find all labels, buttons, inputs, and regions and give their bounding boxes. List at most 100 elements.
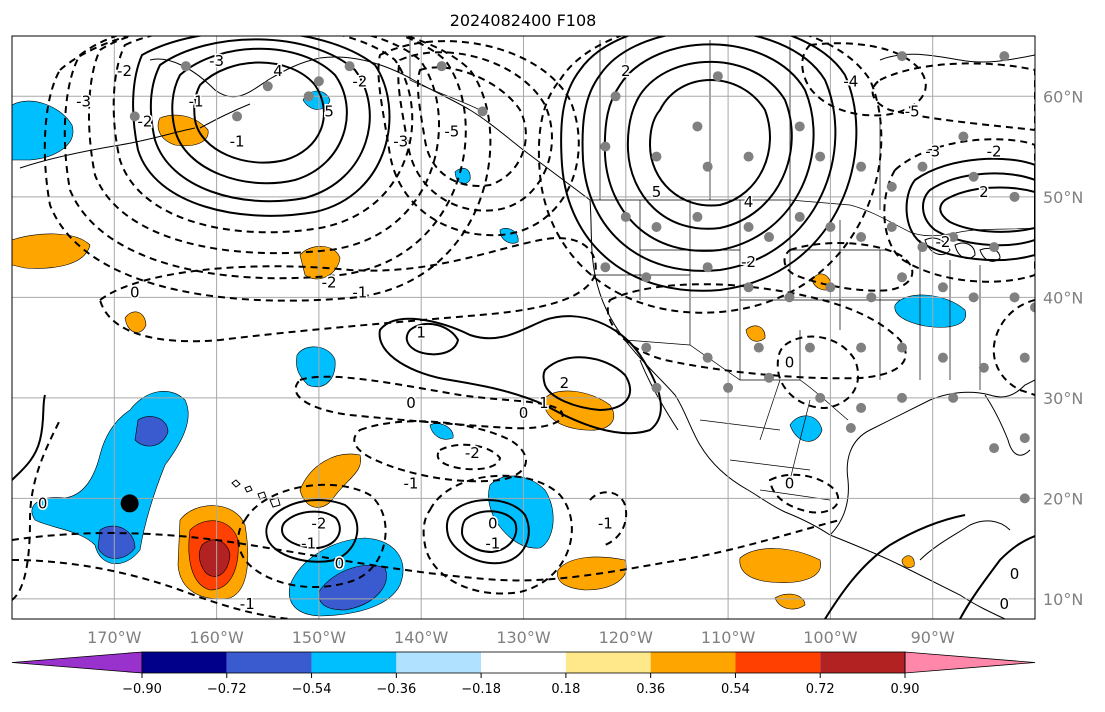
station-dot [815, 151, 826, 162]
colorbar-segments [11, 651, 1036, 674]
station-dot [753, 342, 764, 353]
negative-contour [992, 299, 1035, 396]
positive-contour [171, 47, 348, 185]
station-dot [344, 61, 355, 72]
station-dot [641, 272, 652, 283]
station-dot [702, 161, 713, 172]
graticule [12, 36, 1035, 619]
station-dot [303, 91, 314, 102]
colorbar-tick-label: 0.18 [551, 682, 580, 697]
station-dot [897, 272, 908, 283]
contour-label: -3 [925, 143, 940, 161]
station-dot [1009, 191, 1020, 202]
contour-lines [12, 36, 1035, 619]
station-dot [886, 221, 897, 232]
station-dot [856, 342, 867, 353]
positive-anomaly-patch [901, 555, 915, 568]
colorbar-tick-label: 0.54 [721, 682, 750, 697]
observation-stations [129, 51, 1035, 504]
station-dot [856, 232, 867, 243]
contour-label: 2 [979, 183, 989, 201]
station-dot [712, 71, 723, 82]
station-dot [702, 262, 713, 273]
contour-label: -2 [117, 62, 132, 80]
colorbar-ticks: −0.90 −0.72 −0.54 −0.36 −0.18 0.18 0.36 0.54 0.7… [122, 673, 919, 697]
negative-contour [43, 36, 492, 302]
station-dot [968, 292, 979, 303]
negative-anomaly-patch [12, 100, 74, 161]
map-panel: -3 -2 -2 -1 -3 4 5 -2 -3 -5 -1 0 -2 -1 2 5 4 -2 -4 -5 -3 -2 2 -… [12, 36, 1035, 619]
negative-anomaly-patch [789, 415, 823, 442]
positive-anomaly-patch [739, 548, 821, 583]
negative-contour [294, 375, 564, 430]
latitude-label: 60°N [1043, 87, 1083, 106]
negative-contour [377, 40, 580, 237]
station-dot [845, 423, 856, 434]
latitude-label: 40°N [1043, 288, 1083, 307]
contour-label: -5 [905, 102, 920, 120]
contour-label: -1 [352, 283, 367, 301]
station-dot [989, 242, 1000, 253]
positive-contour [12, 394, 46, 481]
latitude-labels: 60°N 50°N 40°N 30°N 20°N 10°N [1043, 87, 1083, 609]
contour-label: 0 [488, 515, 498, 533]
station-dot [794, 121, 805, 132]
latitude-label: 50°N [1043, 188, 1083, 207]
contour-label: -4 [843, 72, 858, 90]
colorbar-tick-label: −0.36 [376, 682, 416, 697]
station-dot [180, 61, 191, 72]
negative-contour [397, 51, 553, 212]
contour-label: -1 [403, 474, 418, 492]
colorbar-segment [396, 652, 482, 673]
station-dot [958, 131, 969, 142]
positive-contour [460, 510, 518, 554]
negative-contour [237, 483, 387, 589]
station-dot [825, 221, 836, 232]
negative-contour [783, 242, 914, 292]
station-dot [692, 121, 703, 132]
great-lakes [924, 237, 1001, 262]
positive-anomaly-patch [745, 325, 766, 342]
station-dot [641, 342, 652, 353]
positive-contour [542, 356, 631, 412]
negative-contour [87, 36, 440, 255]
canada-us-border [590, 199, 1035, 237]
mexico-state-lines [699, 379, 831, 501]
contour-label: -1 [598, 515, 613, 533]
station-dot [620, 211, 631, 222]
station-dot [937, 282, 948, 293]
contour-label: 0 [1000, 595, 1010, 613]
contour-label: -1 [189, 92, 204, 110]
station-dot [917, 161, 928, 172]
station-dot [897, 392, 908, 403]
station-dot [313, 76, 324, 87]
station-dot [610, 91, 621, 102]
latitude-label: 20°N [1043, 489, 1083, 508]
contour-label: -1 [485, 535, 500, 553]
station-dot [651, 151, 662, 162]
positive-contour [922, 172, 1035, 247]
contour-label: 0 [406, 394, 416, 412]
contour-label: 0 [38, 494, 48, 512]
negative-contour [12, 419, 61, 601]
colorbar-tick-label: −0.54 [292, 682, 332, 697]
longitude-labels: 170°W 160°W 150°W 140°W 130°W 120°W 110°W 100°W… [87, 628, 955, 647]
longitude-label: 130°W [496, 628, 551, 647]
station-dot [232, 111, 243, 122]
station-dot [1009, 292, 1020, 303]
figure-title: 2024082400 F108 [450, 11, 597, 30]
station-dot [825, 282, 836, 293]
positive-anomaly-patch [124, 311, 147, 333]
positive-contour [280, 510, 341, 550]
positive-contour [603, 43, 815, 252]
yucatan-coast [919, 520, 1011, 561]
negative-contour [871, 62, 1035, 132]
station-dot [600, 262, 611, 273]
negative-contour [606, 283, 907, 380]
station-dot [743, 151, 754, 162]
positive-contour [149, 38, 371, 203]
longitude-label: 170°W [87, 628, 142, 647]
contour-label: 0 [130, 283, 140, 301]
positive-anomaly-patch [299, 246, 341, 280]
station-dot [1019, 352, 1030, 363]
